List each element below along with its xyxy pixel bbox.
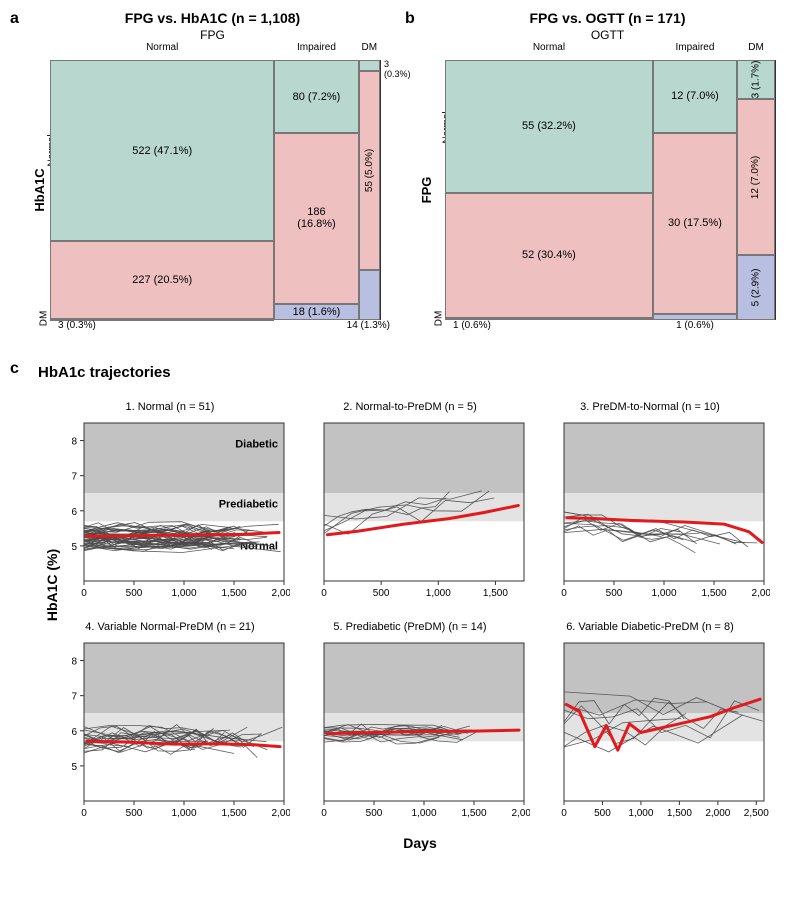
svg-text:1,500: 1,500 [221, 808, 246, 819]
svg-text:1,000: 1,000 [171, 588, 196, 599]
svg-text:0: 0 [81, 808, 87, 819]
svg-text:500: 500 [373, 588, 390, 599]
mosaic-cell: 55 (5.0%) [359, 71, 380, 270]
mosaic-cell: 3 (1.7%) [737, 60, 775, 99]
svg-text:0: 0 [81, 588, 87, 599]
trajectory-subplot: 0 500 1,000 1,500 2,000 [530, 417, 770, 607]
svg-text:5: 5 [71, 542, 77, 553]
mosaic-cell [359, 60, 380, 71]
svg-text:Diabetic: Diabetic [235, 439, 278, 451]
mosaic-cell: 5 (2.9%) [737, 255, 775, 320]
trajectory-subplot: 0 500 1,000 1,500 2,000 [290, 637, 530, 827]
svg-text:1,500: 1,500 [701, 588, 726, 599]
mosaic-cell: 52 (30.4%) [445, 193, 653, 318]
svg-text:7: 7 [71, 472, 77, 483]
svg-text:0: 0 [321, 808, 327, 819]
svg-text:500: 500 [366, 808, 383, 819]
svg-text:1,000: 1,000 [651, 588, 676, 599]
mosaic-cell [359, 270, 380, 320]
svg-text:6: 6 [71, 507, 77, 518]
panel-title: FPG vs. OGTT (n = 171) [425, 10, 790, 26]
svg-text:2,000: 2,000 [751, 588, 770, 599]
svg-text:500: 500 [126, 808, 143, 819]
trajectory-subplot: 5 6 7 8 0 500 1,000 1,500 2,000 Diabetic Prediabet… [50, 417, 290, 607]
svg-text:Prediabetic: Prediabetic [219, 498, 278, 510]
panel-title: FPG vs. HbA1C (n = 1,108) [30, 10, 395, 26]
svg-text:0: 0 [561, 808, 567, 819]
svg-text:0: 0 [321, 588, 327, 599]
trajectory-subplot: 0 500 1,000 1,500 [290, 417, 530, 607]
svg-text:6: 6 [71, 727, 77, 738]
svg-text:0: 0 [561, 588, 567, 599]
trajectory-subplot: 0 500 1,000 1,500 2,000 2,500 [530, 637, 770, 827]
mosaic-cell: 12 (7.0%) [653, 60, 737, 133]
svg-text:8: 8 [71, 437, 77, 448]
mosaic-cell: 227 (20.5%) [50, 241, 274, 319]
svg-text:7: 7 [71, 692, 77, 703]
trajectory-subplot: 5 6 7 8 0 500 1,000 1,500 2,000 [50, 637, 290, 827]
svg-text:1,500: 1,500 [667, 808, 692, 819]
mosaic-cell: 522 (47.1%) [50, 60, 274, 241]
svg-text:1,500: 1,500 [461, 808, 486, 819]
svg-text:500: 500 [606, 588, 623, 599]
mosaic-cell: 12 (7.0%) [737, 99, 775, 255]
svg-text:2,000: 2,000 [705, 808, 730, 819]
svg-text:2,500: 2,500 [744, 808, 769, 819]
svg-text:1,000: 1,000 [426, 588, 451, 599]
mosaic-cell: 55 (32.2%) [445, 60, 653, 193]
svg-text:1,500: 1,500 [221, 588, 246, 599]
mosaic-cell: 18 (1.6%) [274, 304, 358, 320]
svg-text:500: 500 [594, 808, 611, 819]
svg-text:1,500: 1,500 [483, 588, 508, 599]
svg-text:1,000: 1,000 [628, 808, 653, 819]
svg-text:2,000: 2,000 [271, 808, 290, 819]
mosaic-cell: 186(16.8%) [274, 133, 358, 303]
svg-text:1,000: 1,000 [171, 808, 196, 819]
mosaic-cell: 80 (7.2%) [274, 60, 358, 133]
svg-text:2,000: 2,000 [511, 808, 530, 819]
svg-text:5: 5 [71, 762, 77, 773]
mosaic-cell: 30 (17.5%) [653, 133, 737, 314]
svg-text:2,000: 2,000 [271, 588, 290, 599]
svg-text:8: 8 [71, 657, 77, 668]
svg-text:500: 500 [126, 588, 143, 599]
svg-text:1,000: 1,000 [411, 808, 436, 819]
